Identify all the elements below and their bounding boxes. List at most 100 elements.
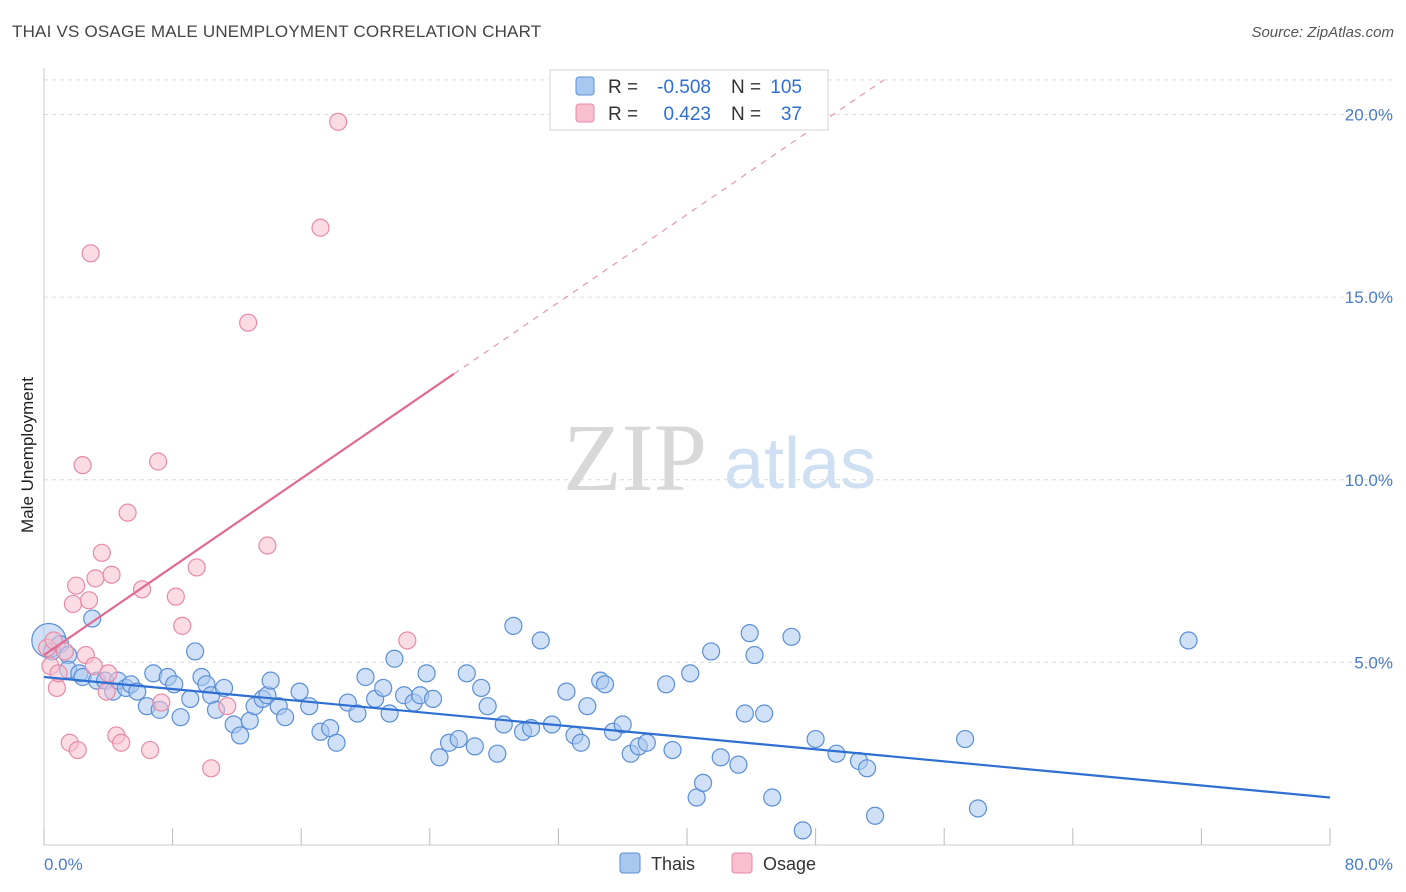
thais-point: [857, 759, 877, 778]
thais-point: [782, 627, 801, 646]
thais-point: [711, 748, 730, 767]
osage-point: [258, 536, 277, 555]
thais-point: [793, 821, 812, 840]
thais-point: [968, 799, 988, 818]
osage-point: [99, 664, 118, 683]
thais-point: [83, 609, 102, 628]
y-tick-label: 5.0%: [1354, 653, 1393, 672]
thais-point: [327, 733, 346, 752]
osage-point: [63, 594, 83, 614]
osage-point: [218, 697, 237, 716]
legend-r-value-2: 0.423: [663, 104, 711, 125]
osage-point: [202, 759, 221, 778]
thais-point: [380, 704, 399, 723]
thais-point: [578, 697, 597, 716]
thais-point: [261, 671, 280, 690]
thais-point: [171, 708, 190, 727]
thais-point: [186, 642, 205, 661]
watermark-zip: ZIP: [563, 404, 707, 511]
thais-point: [385, 649, 404, 668]
osage-point: [140, 740, 160, 760]
thais-point: [729, 755, 748, 774]
legend-r-label-1: R =: [608, 77, 638, 98]
source-label: Source: ZipAtlas.com: [1251, 24, 1394, 41]
osage-point: [152, 693, 171, 712]
thais-point: [693, 773, 713, 793]
watermark-atlas: atlas: [724, 424, 876, 504]
thais-point: [613, 715, 632, 734]
legend-n-label-2: N =: [731, 104, 761, 125]
thais-point: [806, 729, 825, 749]
osage-point: [97, 682, 116, 701]
bottom-legend: Thais Osage: [619, 852, 816, 874]
thais-point: [290, 682, 309, 701]
osage-point: [67, 576, 86, 595]
bottom-legend-thais: Thais: [651, 854, 695, 874]
thais-point: [745, 645, 764, 665]
osage-point: [398, 631, 417, 650]
osage-point: [55, 642, 74, 661]
osage-point: [86, 569, 105, 588]
thais-point: [663, 740, 682, 760]
thais-point: [657, 675, 676, 694]
bottom-legend-thais-swatch: [619, 852, 641, 874]
bottom-legend-osage-swatch: [731, 852, 753, 874]
bottom-legend-osage: Osage: [763, 854, 816, 874]
thais-point: [637, 733, 656, 752]
osage-point: [112, 733, 131, 752]
thais-point: [827, 744, 846, 763]
legend: R = -0.508 N = 105 R = 0.423 N = 37: [549, 69, 829, 131]
thais-point: [449, 729, 468, 749]
grid: 5.0% 10.0% 15.0% 20.0%: [44, 79, 1393, 672]
thais-point: [181, 689, 200, 709]
thais-point: [531, 631, 550, 650]
thais-point: [755, 704, 774, 723]
osage-point: [118, 503, 137, 522]
legend-n-label-1: N =: [731, 77, 761, 98]
thais-trend-line: [43, 675, 1331, 799]
thais-point: [356, 667, 375, 687]
legend-thais-swatch: [575, 76, 595, 96]
osage-point: [311, 218, 330, 237]
thais-point: [865, 806, 885, 825]
thais-point: [231, 726, 250, 745]
thais-point: [595, 675, 615, 694]
osage-point: [329, 112, 348, 131]
osage-point: [81, 244, 100, 263]
x-tick-label-max: 80.0%: [1345, 855, 1393, 874]
thais-point: [763, 788, 782, 807]
thais-point: [740, 624, 759, 643]
osage-trend-line: [43, 372, 455, 656]
osage-point: [73, 456, 92, 475]
legend-r-value-1: -0.508: [657, 77, 711, 98]
thais-point: [214, 678, 234, 698]
y-tick-label: 10.0%: [1345, 471, 1393, 490]
thais-point: [488, 744, 507, 763]
watermark: ZIP atlas: [563, 404, 876, 511]
x-tick-label-min: 0.0%: [44, 855, 83, 874]
osage-point: [102, 565, 121, 584]
thais-point: [374, 678, 393, 698]
thais-point: [504, 616, 523, 635]
y-tick-label: 20.0%: [1345, 106, 1393, 125]
osage-point: [166, 587, 185, 606]
osage-point: [68, 740, 87, 760]
thais-point: [417, 664, 436, 683]
thais-point: [955, 729, 975, 749]
legend-n-value-2: 37: [781, 104, 802, 125]
thais-point: [735, 704, 754, 723]
thais-point: [348, 704, 367, 723]
y-tick-label: 15.0%: [1345, 288, 1393, 307]
thais-point: [571, 733, 591, 752]
thais-point: [465, 737, 484, 756]
thais-point: [128, 682, 147, 701]
osage-point: [84, 656, 103, 676]
thais-point: [478, 697, 497, 716]
osage-point: [187, 558, 206, 577]
thais-point: [702, 642, 721, 661]
thais-point: [472, 678, 491, 698]
legend-osage-swatch: [575, 103, 595, 123]
thais-point: [681, 664, 700, 683]
legend-n-value-1: 105: [770, 77, 802, 98]
axes: 0.0% 80.0%: [43, 68, 1393, 874]
